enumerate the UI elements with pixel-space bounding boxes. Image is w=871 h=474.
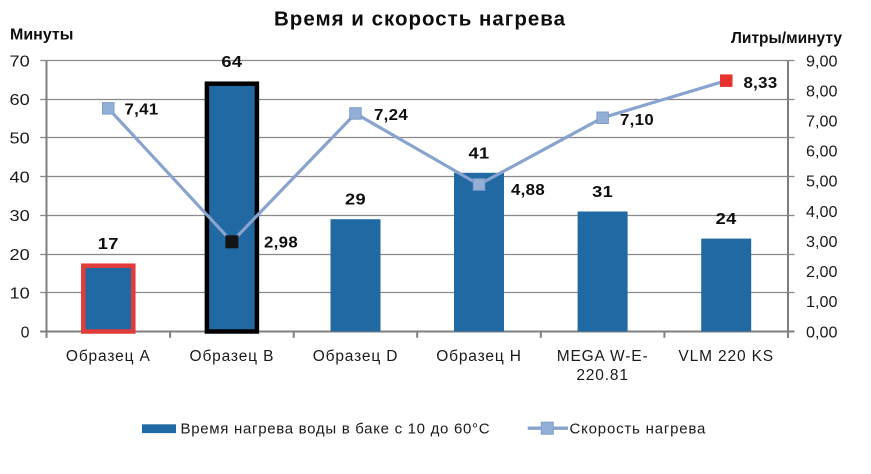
- svg-text:2,98: 2,98: [264, 235, 298, 252]
- svg-text:VLM 220 KS: VLM 220 KS: [678, 348, 774, 365]
- svg-text:7,00: 7,00: [806, 114, 838, 131]
- svg-text:17: 17: [98, 236, 119, 253]
- svg-text:24: 24: [716, 211, 737, 228]
- svg-text:70: 70: [10, 53, 30, 70]
- svg-text:6,00: 6,00: [806, 144, 838, 161]
- svg-text:3,00: 3,00: [806, 234, 838, 251]
- svg-text:Литры/минуту: Литры/минуту: [731, 30, 842, 47]
- svg-text:29: 29: [345, 192, 366, 209]
- svg-text:41: 41: [469, 145, 490, 162]
- svg-text:7,24: 7,24: [374, 107, 408, 124]
- svg-text:31: 31: [592, 184, 613, 201]
- svg-text:50: 50: [10, 131, 30, 148]
- svg-text:Образец H: Образец H: [436, 348, 522, 365]
- svg-text:2,00: 2,00: [806, 264, 838, 281]
- svg-text:4,88: 4,88: [511, 182, 545, 199]
- svg-text:40: 40: [10, 169, 30, 186]
- svg-text:4,00: 4,00: [806, 204, 838, 221]
- svg-text:20: 20: [10, 247, 30, 264]
- svg-text:10: 10: [10, 286, 30, 303]
- svg-text:7,10: 7,10: [620, 112, 654, 129]
- svg-text:64: 64: [221, 54, 242, 71]
- svg-text:Время нагрева воды в баке с 10: Время нагрева воды в баке с 10 до 60°С: [181, 421, 491, 438]
- svg-text:8,00: 8,00: [806, 83, 838, 100]
- svg-text:Образец A: Образец A: [66, 348, 151, 365]
- svg-text:30: 30: [10, 208, 30, 225]
- svg-text:60: 60: [10, 92, 30, 109]
- svg-text:MEGA W-E-: MEGA W-E-: [557, 348, 649, 365]
- svg-text:8,33: 8,33: [744, 75, 778, 92]
- svg-text:0: 0: [21, 324, 30, 341]
- svg-text:Скорость нагрева: Скорость нагрева: [570, 421, 707, 438]
- svg-text:9,00: 9,00: [806, 53, 838, 70]
- svg-text:5,00: 5,00: [806, 174, 838, 191]
- svg-text:Время и скорость нагрева: Время и скорость нагрева: [274, 8, 566, 31]
- svg-text:1,00: 1,00: [806, 294, 838, 311]
- svg-text:0,00: 0,00: [806, 324, 838, 341]
- svg-text:Минуты: Минуты: [10, 27, 73, 44]
- svg-text:7,41: 7,41: [125, 102, 159, 119]
- svg-text:Образец B: Образец B: [190, 348, 275, 365]
- svg-text:220.81: 220.81: [576, 367, 629, 384]
- svg-text:Образец D: Образец D: [313, 348, 399, 365]
